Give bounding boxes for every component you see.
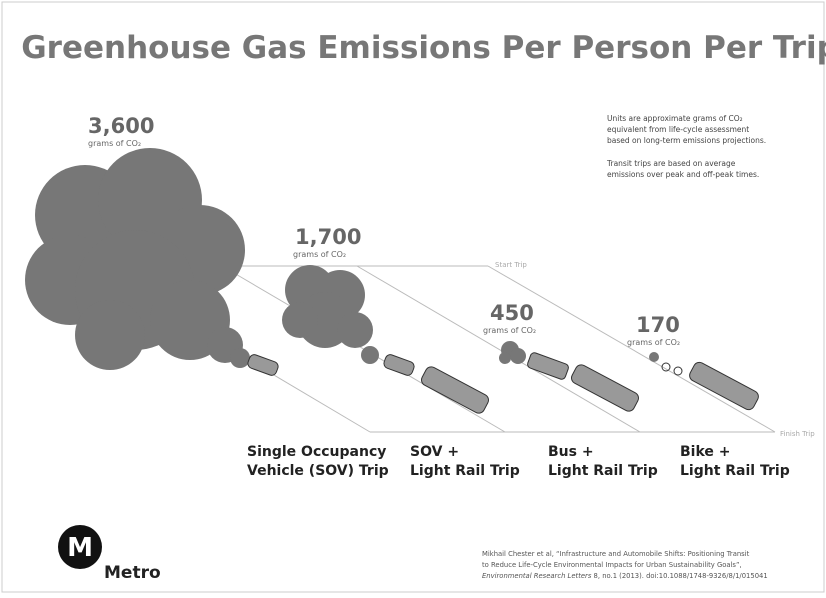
note-line: based on long-term emissions projections… [607,136,766,145]
finish-label: Finish Trip [780,430,815,438]
emission-value: 450 [490,301,534,325]
note-line: Transit trips are based on average [606,159,736,168]
start-label: Start Trip [495,261,527,269]
emission-unit: grams of CO₂ [293,250,346,259]
emission-value: 3,600 [88,114,154,138]
trip-label: Light Rail Trip [410,463,520,479]
cloud [649,352,659,362]
citation: Mikhail Chester et al, “Infrastructure a… [482,550,750,558]
trip-label: Light Rail Trip [680,463,790,479]
citation-detail: 8, no.1 (2013). doi:10.1088/1748-9326/8/… [594,572,768,580]
trip-label: SOV + [410,444,459,460]
emission-unit: grams of CO₂ [483,326,536,335]
note-line: equivalent from life-cycle assessment [607,125,749,134]
infographic: Greenhouse Gas Emissions Per Person Per … [0,0,826,594]
trip-label: Vehicle (SOV) Trip [247,463,389,479]
emission-value: 170 [636,313,680,337]
note-line: emissions over peak and off-peak times. [607,170,759,179]
trip-label: Light Rail Trip [548,463,658,479]
emission-unit: grams of CO₂ [627,338,680,347]
trip-label: Bus + [548,444,594,460]
logo-name: Metro [104,563,161,583]
logo-letter: M [67,533,93,563]
emission-value: 1,700 [295,225,361,249]
citation: to Reduce Life-Cycle Environmental Impac… [482,561,742,569]
citation: Environmental Research Letters 8, no.1 (… [482,572,768,580]
note-line: Units are approximate grams of CO₂ [607,114,743,123]
emission-unit: grams of CO₂ [88,139,141,148]
citation-journal: Environmental Research Letters [482,572,592,580]
title: Greenhouse Gas Emissions Per Person Per … [21,30,826,66]
trip-label: Single Occupancy [247,444,386,460]
trip-label: Bike + [680,444,731,460]
